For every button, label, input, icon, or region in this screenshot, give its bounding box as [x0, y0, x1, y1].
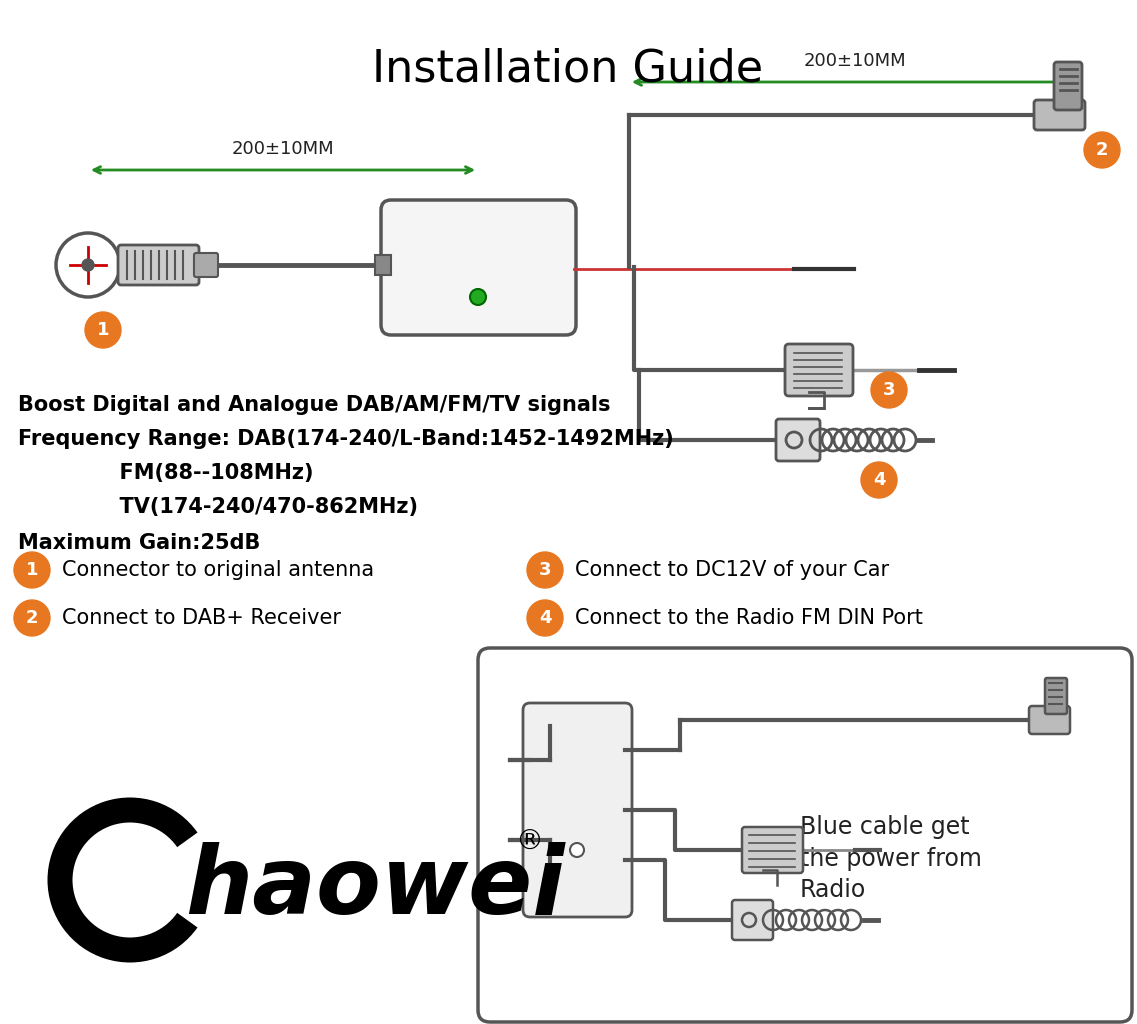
Text: Frequency Range: DAB(174-240/L-Band:1452-1492MHz): Frequency Range: DAB(174-240/L-Band:1452… [18, 429, 674, 449]
Circle shape [528, 600, 563, 636]
Circle shape [528, 552, 563, 588]
Text: 3: 3 [539, 561, 551, 579]
Text: 1: 1 [97, 321, 109, 339]
Text: Maximum Gain:25dB: Maximum Gain:25dB [18, 534, 260, 553]
FancyBboxPatch shape [523, 703, 632, 918]
FancyBboxPatch shape [478, 648, 1132, 1022]
Text: Connect to DAB+ Receiver: Connect to DAB+ Receiver [63, 608, 341, 628]
Text: haowei: haowei [185, 842, 565, 934]
Text: Installation Guide: Installation Guide [373, 48, 764, 91]
FancyBboxPatch shape [381, 200, 576, 335]
Text: 2: 2 [1096, 141, 1109, 159]
FancyBboxPatch shape [1029, 706, 1070, 734]
Text: 3: 3 [882, 381, 895, 399]
Text: Connect to DC12V of your Car: Connect to DC12V of your Car [575, 560, 889, 580]
FancyBboxPatch shape [742, 827, 803, 873]
Circle shape [570, 843, 584, 857]
FancyBboxPatch shape [775, 419, 820, 461]
Text: Connect to the Radio FM DIN Port: Connect to the Radio FM DIN Port [575, 608, 923, 628]
Text: Boost Digital and Analogue DAB/AM/FM/TV signals: Boost Digital and Analogue DAB/AM/FM/TV … [18, 395, 611, 415]
Circle shape [871, 372, 907, 408]
FancyBboxPatch shape [1034, 100, 1085, 130]
Text: TV(174-240/470-862MHz): TV(174-240/470-862MHz) [18, 497, 418, 517]
Text: FM(88--108MHz): FM(88--108MHz) [18, 463, 314, 483]
Bar [375, 255, 391, 275]
Text: Blue cable get
the power from
Radio: Blue cable get the power from Radio [800, 815, 982, 902]
Text: 1: 1 [26, 561, 39, 579]
Text: Connector to original antenna: Connector to original antenna [63, 560, 374, 580]
Circle shape [14, 552, 50, 588]
FancyBboxPatch shape [785, 344, 853, 396]
FancyBboxPatch shape [1054, 62, 1082, 110]
FancyBboxPatch shape [118, 245, 199, 285]
FancyBboxPatch shape [194, 253, 218, 278]
Text: 4: 4 [539, 609, 551, 627]
FancyBboxPatch shape [1045, 678, 1067, 714]
Text: 2: 2 [26, 609, 39, 627]
Text: 4: 4 [873, 471, 886, 489]
Circle shape [82, 259, 94, 271]
Text: ®: ® [515, 828, 542, 856]
Text: 200±10MM: 200±10MM [804, 52, 906, 70]
Circle shape [14, 600, 50, 636]
Circle shape [1084, 132, 1120, 168]
Circle shape [85, 312, 121, 348]
Text: 200±10MM: 200±10MM [232, 140, 334, 158]
FancyBboxPatch shape [732, 900, 773, 940]
Circle shape [470, 289, 485, 305]
Circle shape [861, 462, 897, 498]
